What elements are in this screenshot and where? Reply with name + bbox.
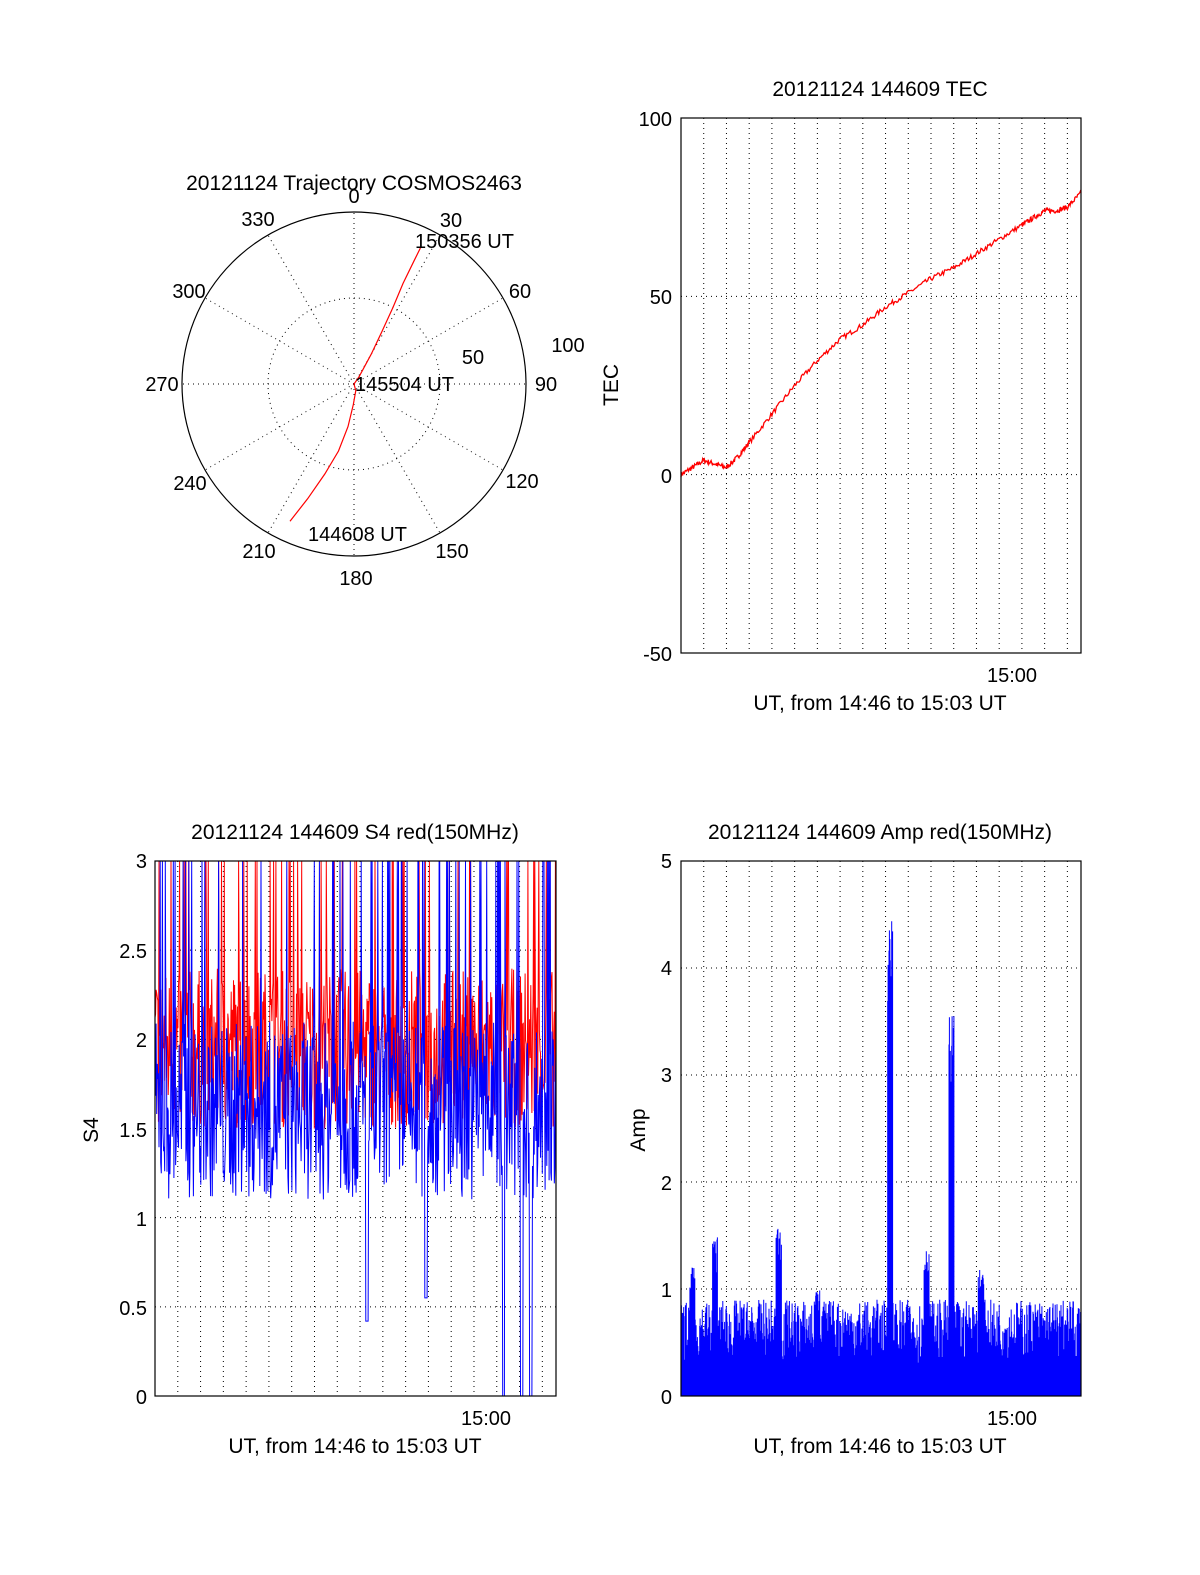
s4-ylabel: S4: [80, 1117, 103, 1143]
polar-spoke: [353, 383, 504, 471]
tec-series-line: [680, 189, 1082, 478]
s4-ytick-3: 3: [136, 851, 147, 873]
amp-title: 20121124 144609 Amp red(150MHz): [708, 821, 1052, 844]
polar-radial-label-100: 100: [551, 335, 584, 357]
polar-angle-label: 330: [241, 209, 274, 231]
amp-ytick-0: 0: [661, 1387, 672, 1409]
amp-ytick-5: 5: [661, 851, 672, 873]
tec-title: 20121124 144609 TEC: [772, 78, 987, 101]
polar-angle-label: 120: [505, 471, 538, 493]
tec-ytick-100: 100: [639, 109, 672, 131]
s4-xlabel: UT, from 14:46 to 15:03 UT: [228, 1435, 481, 1458]
s4-ytick-1: 1: [136, 1209, 147, 1231]
s4-chart: 20121124 144609 S4 red(150MHz) 3 2.5 2 1…: [80, 821, 557, 1458]
tec-ytick-0: 0: [661, 466, 672, 488]
polar-spoke: [267, 383, 355, 534]
s4-ytick-2: 2: [136, 1030, 147, 1052]
polar-angle-label: 180: [339, 568, 372, 590]
amp-xlabel: UT, from 14:46 to 15:03 UT: [753, 1435, 1006, 1458]
tec-ylabel: TEC: [600, 364, 623, 406]
amp-series-blue: [680, 921, 1082, 1396]
polar-angle-label: 90: [535, 374, 557, 396]
tec-gridlines: [681, 118, 1081, 654]
polar-spoke: [267, 234, 355, 385]
polar-angle-label: 60: [509, 281, 531, 303]
s4-ytick-1.5: 1.5: [119, 1120, 147, 1142]
polar-spoke: [204, 383, 355, 471]
tec-xtick-1500: 15:00: [987, 665, 1037, 687]
polar-ring-outer: [181, 211, 527, 557]
polar-angle-label: 270: [145, 374, 178, 396]
polar-spoke: [353, 383, 441, 534]
trajectory-annotation-start: 144608 UT: [308, 524, 407, 546]
trajectory-polar-plot: 20121124 Trajectory COSMOS2463 0 30 60 90 12…: [145, 172, 584, 590]
polar-spoke: [204, 297, 355, 385]
polar-spoke: [353, 234, 441, 385]
tec-chart: 20121124 144609 TEC 100 50 0 -50 15:00 U…: [600, 78, 1082, 715]
polar-angle-labels: 0 30 60 90 120 150 180 210 240 270 300 330: [145, 186, 557, 590]
trajectory-title: 20121124 Trajectory COSMOS2463: [186, 172, 522, 195]
tec-ytick-neg50: -50: [643, 644, 672, 666]
tec-xlabel: UT, from 14:46 to 15:03 UT: [753, 692, 1006, 715]
trajectory-series-line: [289, 247, 421, 522]
s4-ytick-0: 0: [136, 1387, 147, 1409]
s4-gridlines: [155, 861, 556, 1396]
s4-title: 20121124 144609 S4 red(150MHz): [191, 821, 519, 844]
amp-ytick-3: 3: [661, 1065, 672, 1087]
polar-angle-label: 30: [440, 210, 462, 232]
s4-plot-frame: [154, 860, 557, 1397]
polar-spoke: [353, 297, 504, 385]
polar-angle-label: 300: [172, 281, 205, 303]
amp-ytick-2: 2: [661, 1173, 672, 1195]
tec-ytick-50: 50: [650, 287, 672, 309]
polar-angle-label: 210: [242, 541, 275, 563]
amp-plot-frame: [680, 860, 1082, 1397]
trajectory-annotation-end: 150356 UT: [415, 231, 514, 253]
amp-ytick-4: 4: [661, 958, 672, 980]
polar-angle-label: 240: [173, 473, 206, 495]
amp-ytick-1: 1: [661, 1280, 672, 1302]
polar-angle-label: 0: [348, 186, 359, 208]
s4-series-blue: [154, 860, 557, 1397]
s4-ytick-0.5: 0.5: [119, 1298, 147, 1320]
amp-chart: 20121124 144609 Amp red(150MHz) 5 4 3 2 …: [627, 821, 1082, 1458]
polar-radial-label-50: 50: [462, 347, 484, 369]
amp-xtick-1500: 15:00: [987, 1408, 1037, 1430]
polar-spokes: [182, 212, 526, 556]
s4-series-red: [154, 860, 557, 1129]
tec-plot-frame: [680, 117, 1082, 654]
s4-ytick-2.5: 2.5: [119, 941, 147, 963]
polar-angle-label: 150: [435, 541, 468, 563]
s4-xtick-1500: 15:00: [461, 1408, 511, 1430]
trajectory-annotation-mid: 145504 UT: [355, 374, 454, 396]
amp-ylabel: Amp: [627, 1108, 650, 1151]
